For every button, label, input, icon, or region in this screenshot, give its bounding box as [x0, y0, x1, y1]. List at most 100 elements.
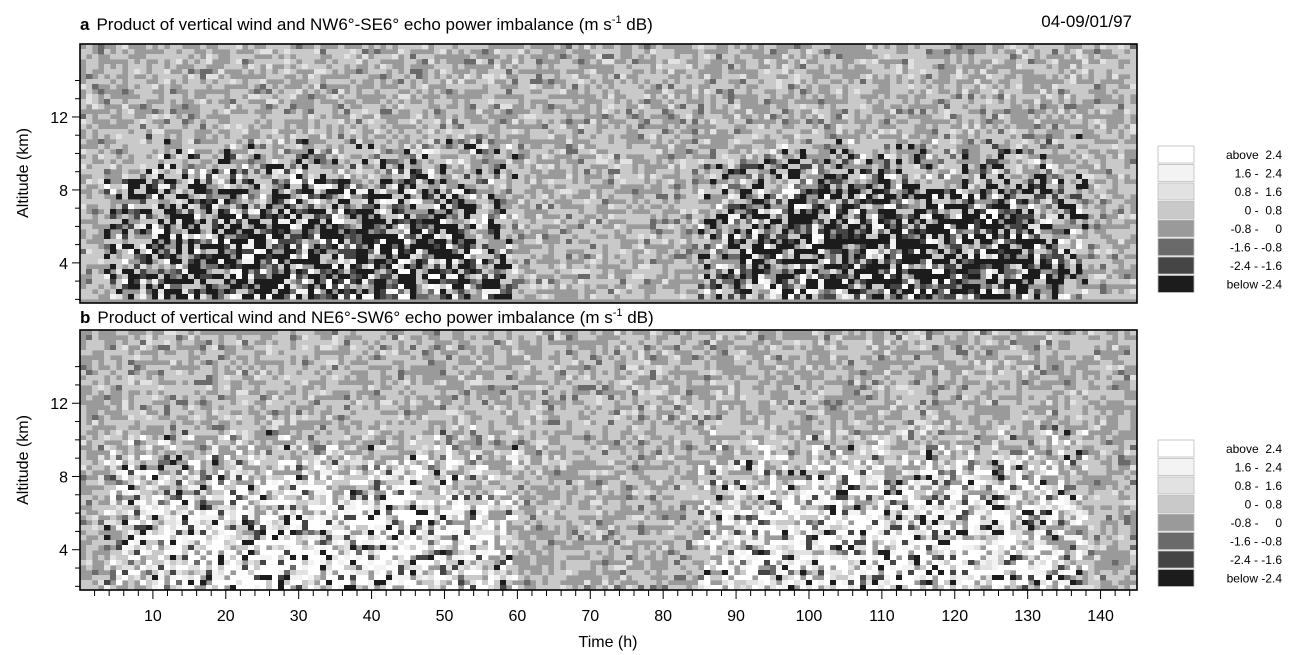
heatmap-cell [842, 224, 848, 229]
heatmap-cell [782, 244, 788, 249]
heatmap-cell [308, 234, 314, 239]
heatmap-cell [200, 114, 206, 119]
heatmap-cell [812, 224, 818, 229]
heatmap-cell [800, 144, 806, 149]
heatmap-cell [212, 179, 218, 184]
heatmap-cell [572, 44, 578, 49]
heatmap-cell [836, 104, 842, 109]
heatmap-cell [1106, 169, 1112, 174]
heatmap-cell [590, 224, 596, 229]
heatmap-cell [338, 139, 344, 144]
heatmap-cell [872, 244, 878, 249]
heatmap-cell [506, 69, 512, 74]
heatmap-cell [770, 209, 776, 214]
heatmap-cell [380, 259, 386, 264]
heatmap-cell [110, 209, 116, 214]
heatmap-cell [878, 169, 884, 174]
heatmap-cell [176, 194, 182, 199]
heatmap-cell [1100, 189, 1106, 194]
heatmap-cell [890, 239, 896, 244]
heatmap-cell [950, 114, 956, 119]
heatmap-cell [620, 64, 626, 69]
heatmap-cell [1118, 239, 1124, 244]
heatmap-cell [254, 199, 260, 204]
heatmap-cell [416, 179, 422, 184]
heatmap-cell [782, 79, 788, 84]
heatmap-cell [122, 54, 128, 59]
heatmap-cell [962, 204, 968, 209]
heatmap-cell [92, 174, 98, 179]
heatmap-cell [128, 59, 134, 64]
heatmap-cell [896, 219, 902, 224]
heatmap-cell [692, 44, 698, 49]
heatmap-cell [1112, 69, 1118, 74]
heatmap-cell [884, 154, 890, 159]
heatmap-cell [638, 129, 644, 134]
heatmap-cell [362, 144, 368, 149]
heatmap-cell [692, 259, 698, 264]
heatmap-cell [962, 214, 968, 219]
heatmap-cell [794, 49, 800, 54]
heatmap-cell [914, 184, 920, 189]
heatmap-cell [206, 264, 212, 269]
heatmap-cell [554, 179, 560, 184]
heatmap-cell [536, 249, 542, 254]
heatmap-cell [638, 149, 644, 154]
heatmap-cell [998, 124, 1004, 129]
heatmap-cell [884, 99, 890, 104]
heatmap-cell [1082, 244, 1088, 249]
heatmap-cell [824, 214, 830, 219]
heatmap-cell [776, 249, 782, 254]
heatmap-cell [710, 179, 716, 184]
heatmap-cell [440, 74, 446, 79]
heatmap-cell [374, 209, 380, 214]
heatmap-cell [302, 194, 308, 199]
heatmap-cell [926, 99, 932, 104]
heatmap-cell [1130, 129, 1136, 134]
heatmap-cell [284, 224, 290, 229]
heatmap-cell [338, 254, 344, 259]
heatmap-cell [1100, 174, 1106, 179]
heatmap-cell [314, 174, 320, 179]
heatmap-cell [896, 174, 902, 179]
heatmap-cell [1076, 89, 1082, 94]
heatmap-cell [998, 209, 1004, 214]
heatmap-cell [254, 174, 260, 179]
heatmap-cell [992, 134, 998, 139]
heatmap-cell [800, 249, 806, 254]
heatmap-cell [608, 94, 614, 99]
heatmap-cell [752, 249, 758, 254]
heatmap-cell [416, 134, 422, 139]
heatmap-cell [854, 154, 860, 159]
heatmap-cell [680, 249, 686, 254]
heatmap-cell [434, 229, 440, 234]
heatmap-cell [770, 199, 776, 204]
heatmap-cell [266, 74, 272, 79]
heatmap-cell [1010, 224, 1016, 229]
heatmap-cell [368, 199, 374, 204]
heatmap-cell [836, 239, 842, 244]
heatmap-cell [362, 259, 368, 264]
heatmap-cell [1058, 169, 1064, 174]
heatmap-cell [590, 149, 596, 154]
heatmap-cell [284, 209, 290, 214]
heatmap-cell [812, 109, 818, 114]
heatmap-cell [146, 199, 152, 204]
heatmap-cell [626, 59, 632, 64]
heatmap-cell [722, 159, 728, 164]
heatmap-cell [398, 234, 404, 239]
heatmap-cell [338, 69, 344, 74]
heatmap-cell [1052, 204, 1058, 209]
heatmap-cell [1040, 144, 1046, 149]
heatmap-cell [344, 189, 350, 194]
heatmap-cell [494, 154, 500, 159]
heatmap-cell [470, 69, 476, 74]
heatmap-cell [350, 189, 356, 194]
heatmap-cell [1088, 179, 1094, 184]
heatmap-cell [830, 74, 836, 79]
heatmap-cell [1106, 144, 1112, 149]
heatmap-cell [1076, 259, 1082, 264]
heatmap-cell [386, 134, 392, 139]
heatmap-cell [1064, 214, 1070, 219]
heatmap-cell [452, 49, 458, 54]
